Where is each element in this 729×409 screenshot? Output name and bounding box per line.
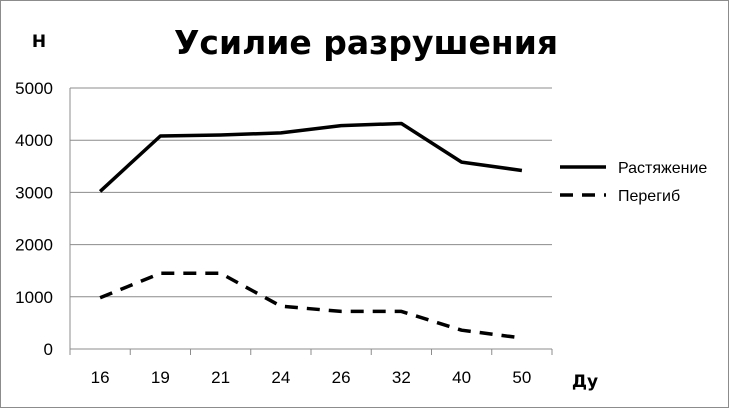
legend-label: Перегиб (618, 188, 680, 205)
y-tick-label: 0 (44, 340, 53, 359)
y-tick-label: 3000 (15, 183, 53, 202)
y-tick-label: 1000 (15, 288, 53, 307)
x-tick-label: 21 (211, 368, 230, 387)
y-tick-label: 5000 (15, 79, 53, 98)
x-tick-label: 24 (271, 368, 290, 387)
series-line-2 (99, 271, 523, 340)
x-axis-title: Ду (572, 372, 598, 392)
legend-label: Растяжение (618, 160, 707, 177)
x-tick-label: 40 (452, 368, 471, 387)
chart-title: Усилие разрушения (174, 23, 558, 62)
x-tick-label: 32 (392, 368, 411, 387)
x-tick-label: 19 (151, 368, 170, 387)
y-tick-label: 4000 (15, 131, 53, 150)
y-tick-label: 2000 (15, 236, 53, 255)
x-tick-label: 26 (332, 368, 351, 387)
x-tick-label: 50 (512, 368, 531, 387)
series-line-1 (98, 121, 523, 193)
x-tick-label: 16 (91, 368, 110, 387)
y-axis-title: Н (32, 32, 46, 52)
